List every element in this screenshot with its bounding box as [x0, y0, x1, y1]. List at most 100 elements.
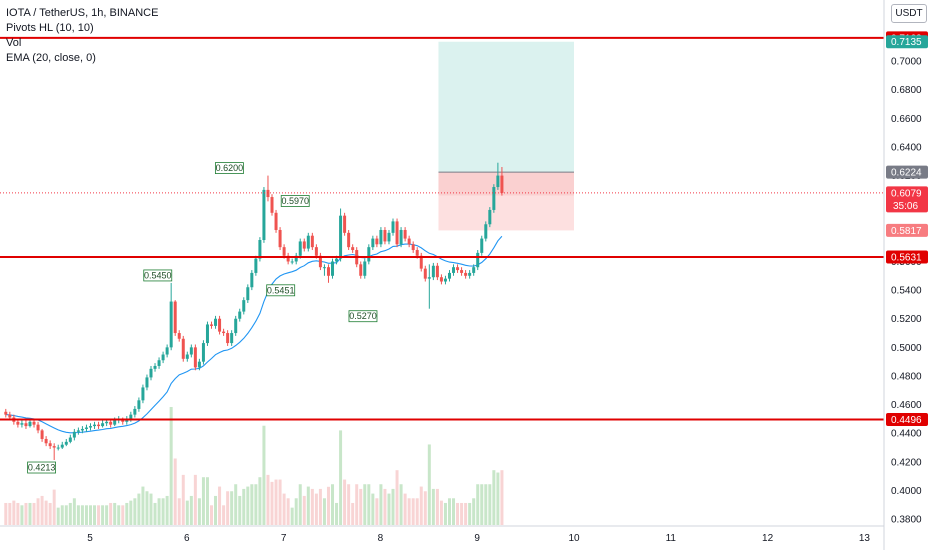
candle-body[interactable] [399, 229, 403, 245]
candle-body[interactable] [197, 361, 201, 368]
level-price-label-pill[interactable] [886, 413, 928, 427]
candle-body[interactable] [431, 265, 435, 278]
candle-body[interactable] [44, 438, 48, 444]
target-price-label-pill[interactable] [886, 35, 928, 49]
candle-body[interactable] [84, 427, 88, 429]
candle-body[interactable] [48, 443, 52, 447]
candle-body[interactable] [101, 423, 105, 427]
candle-body[interactable] [306, 235, 310, 249]
candle-body[interactable] [379, 229, 383, 245]
candle-body[interactable] [234, 318, 238, 334]
candle-body[interactable] [476, 252, 480, 268]
candle-body[interactable] [310, 235, 314, 248]
candle-body[interactable] [298, 241, 302, 256]
candle-body[interactable] [181, 338, 185, 359]
candle-body[interactable] [218, 318, 222, 332]
candle-body[interactable] [452, 267, 456, 273]
candle-body[interactable] [80, 428, 84, 431]
candle-body[interactable] [439, 277, 443, 282]
entry-price-label-pill[interactable] [886, 165, 928, 179]
candle-body[interactable] [165, 347, 169, 355]
candle-body[interactable] [339, 215, 343, 259]
candle-body[interactable] [161, 354, 165, 361]
candle-body[interactable] [460, 270, 464, 273]
candle-body[interactable] [484, 224, 488, 239]
candle-body[interactable] [129, 414, 133, 419]
candle-body[interactable] [214, 318, 218, 326]
candle-body[interactable] [383, 229, 387, 242]
candle-body[interactable] [294, 255, 298, 262]
candle-body[interactable] [72, 431, 76, 438]
pivots-indicator-label[interactable]: Pivots HL (10, 10) [6, 22, 94, 34]
candle-body[interactable] [226, 333, 230, 344]
candle-body[interactable] [16, 421, 20, 425]
candle-body[interactable] [286, 255, 290, 262]
candle-body[interactable] [411, 244, 415, 251]
candle-body[interactable] [464, 272, 468, 276]
candle-body[interactable] [205, 324, 209, 344]
candle-body[interactable] [97, 424, 101, 427]
candle-body[interactable] [238, 311, 242, 319]
candle-body[interactable] [8, 414, 12, 418]
candle-body[interactable] [290, 261, 294, 263]
candle-body[interactable] [20, 423, 24, 425]
candle-body[interactable] [318, 255, 322, 268]
candle-body[interactable] [351, 247, 355, 251]
candle-body[interactable] [24, 423, 28, 427]
candle-body[interactable] [56, 447, 60, 449]
candle-body[interactable] [391, 221, 395, 233]
level-price-label-pill[interactable] [886, 250, 928, 264]
candle-body[interactable] [141, 387, 145, 401]
candle-body[interactable] [145, 377, 149, 388]
candle-body[interactable] [371, 238, 375, 248]
ema-indicator-label[interactable]: EMA (20, close, 0) [6, 52, 96, 64]
candle-body[interactable] [64, 441, 68, 445]
candle-body[interactable] [326, 267, 330, 276]
candle-body[interactable] [28, 421, 32, 427]
candle-body[interactable] [93, 424, 97, 427]
last-price-label-pill[interactable] [886, 186, 928, 213]
candle-body[interactable] [278, 229, 282, 248]
candle-body[interactable] [343, 215, 347, 233]
candle-body[interactable] [435, 265, 439, 278]
candle-body[interactable] [36, 424, 40, 431]
candle-body[interactable] [367, 247, 371, 262]
candle-body[interactable] [201, 343, 205, 362]
candle-body[interactable] [169, 301, 173, 348]
candle-body[interactable] [270, 197, 274, 213]
volume-indicator-label[interactable]: Vol [6, 37, 22, 49]
candle-body[interactable] [363, 261, 367, 276]
candle-body[interactable] [419, 255, 423, 269]
candle-body[interactable] [415, 250, 419, 256]
candle-body[interactable] [32, 421, 36, 425]
candle-body[interactable] [242, 300, 246, 312]
candle-body[interactable] [407, 238, 411, 245]
candle-body[interactable] [68, 437, 72, 442]
candle-body[interactable] [468, 272, 472, 276]
candle-body[interactable] [137, 400, 141, 409]
candle-body[interactable] [177, 333, 181, 339]
candle-body[interactable] [149, 368, 153, 378]
candle-body[interactable] [246, 287, 250, 301]
candle-body[interactable] [157, 360, 161, 366]
candle-body[interactable] [282, 247, 286, 256]
candle-body[interactable] [262, 189, 266, 241]
candle-body[interactable] [250, 272, 254, 288]
candle-body[interactable] [258, 240, 262, 259]
candle-body[interactable] [230, 333, 234, 344]
candle-body[interactable] [427, 277, 431, 279]
candle-body[interactable] [222, 331, 226, 334]
candle-body[interactable] [189, 347, 193, 355]
stop-price-label-pill[interactable] [886, 223, 928, 237]
price-axis[interactable]: 0.70000.68000.66000.64000.62000.60000.58… [883, 0, 928, 550]
candle-body[interactable] [314, 247, 318, 256]
candle-body[interactable] [500, 175, 504, 193]
candle-body[interactable] [76, 430, 80, 432]
candle-body[interactable] [52, 446, 56, 448]
candle-body[interactable] [266, 189, 270, 198]
candle-body[interactable] [395, 221, 399, 245]
candle-body[interactable] [456, 267, 460, 271]
candle-body[interactable] [60, 444, 64, 448]
